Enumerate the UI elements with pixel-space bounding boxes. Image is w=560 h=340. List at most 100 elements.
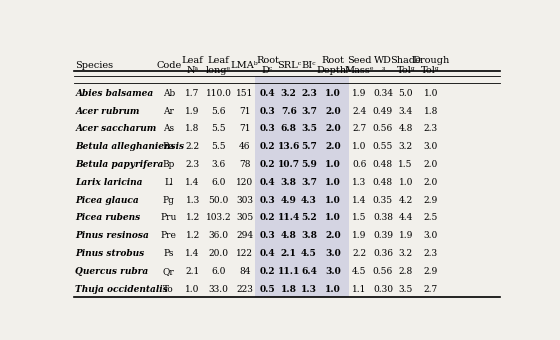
Text: 1.0: 1.0 [352, 142, 367, 151]
Text: 1.9: 1.9 [399, 231, 413, 240]
Text: 33.0: 33.0 [209, 285, 228, 294]
Text: 303: 303 [236, 196, 253, 205]
Text: As: As [163, 124, 174, 134]
Text: 13.6: 13.6 [278, 142, 300, 151]
Text: 3.4: 3.4 [399, 107, 413, 116]
Text: 7.6: 7.6 [281, 107, 297, 116]
Text: Root
Dᶜ: Root Dᶜ [256, 56, 279, 75]
Text: Picea rubens: Picea rubens [75, 214, 141, 222]
Text: 71: 71 [239, 124, 250, 134]
Text: Qr: Qr [163, 267, 175, 276]
Text: 1.0: 1.0 [185, 285, 200, 294]
Text: 2.2: 2.2 [352, 249, 367, 258]
Text: 4.5: 4.5 [301, 249, 317, 258]
Text: 2.0: 2.0 [423, 178, 438, 187]
Text: 0.2: 0.2 [260, 142, 276, 151]
Text: Abies balsamea: Abies balsamea [75, 89, 153, 98]
Text: Leaf
longᵉ: Leaf longᵉ [206, 56, 231, 75]
Text: 1.4: 1.4 [185, 178, 200, 187]
Text: 5.5: 5.5 [211, 142, 226, 151]
Text: 2.0: 2.0 [325, 124, 340, 134]
Text: 0.4: 0.4 [260, 249, 276, 258]
Text: 3.2: 3.2 [281, 89, 297, 98]
Text: 2.4: 2.4 [352, 107, 367, 116]
Bar [255, 76, 349, 298]
Text: Root
Depthᵈ: Root Depthᵈ [316, 56, 349, 75]
Text: 4.9: 4.9 [281, 196, 297, 205]
Text: 1.5: 1.5 [352, 214, 367, 222]
Text: 2.3: 2.3 [185, 160, 200, 169]
Text: 1.0: 1.0 [325, 178, 340, 187]
Text: 4.8: 4.8 [399, 124, 413, 134]
Text: 2.3: 2.3 [423, 249, 438, 258]
Text: Betula alleghaniensis: Betula alleghaniensis [75, 142, 184, 151]
Text: 2.5: 2.5 [423, 214, 438, 222]
Text: 10.7: 10.7 [278, 160, 300, 169]
Text: 78: 78 [239, 160, 250, 169]
Text: 0.49: 0.49 [373, 107, 393, 116]
Text: Ps: Ps [164, 249, 174, 258]
Text: 120: 120 [236, 178, 253, 187]
Text: 2.2: 2.2 [185, 142, 200, 151]
Text: Quercus rubra: Quercus rubra [75, 267, 148, 276]
Text: 5.6: 5.6 [211, 107, 226, 116]
Text: 0.6: 0.6 [352, 160, 367, 169]
Text: 0.56: 0.56 [373, 124, 393, 134]
Text: 0.3: 0.3 [260, 231, 276, 240]
Text: 1.2: 1.2 [185, 231, 200, 240]
Text: 1.3: 1.3 [301, 285, 317, 294]
Text: Ar: Ar [164, 107, 174, 116]
Text: 3.5: 3.5 [399, 285, 413, 294]
Text: 1.8: 1.8 [185, 124, 200, 134]
Text: 0.3: 0.3 [260, 196, 276, 205]
Text: 36.0: 36.0 [209, 231, 228, 240]
Text: 2.0: 2.0 [325, 107, 340, 116]
Text: 3.0: 3.0 [325, 249, 340, 258]
Text: 0.38: 0.38 [373, 214, 393, 222]
Text: 0.35: 0.35 [373, 196, 393, 205]
Text: 2.0: 2.0 [325, 231, 340, 240]
Text: 50.0: 50.0 [208, 196, 229, 205]
Text: Pru: Pru [161, 214, 177, 222]
Text: Betula papyrifera: Betula papyrifera [75, 160, 164, 169]
Text: 1.0: 1.0 [325, 285, 340, 294]
Text: 0.3: 0.3 [260, 107, 276, 116]
Text: 0.2: 0.2 [260, 160, 276, 169]
Text: 1.1: 1.1 [352, 285, 367, 294]
Text: 305: 305 [236, 214, 253, 222]
Text: Larix laricina: Larix laricina [75, 178, 143, 187]
Text: 20.0: 20.0 [209, 249, 228, 258]
Text: 5.5: 5.5 [211, 124, 226, 134]
Text: 0.56: 0.56 [373, 267, 393, 276]
Text: Picea glauca: Picea glauca [75, 196, 139, 205]
Text: 11.4: 11.4 [278, 214, 300, 222]
Text: 151: 151 [236, 89, 253, 98]
Text: 1.0: 1.0 [399, 178, 413, 187]
Text: 1.9: 1.9 [352, 89, 367, 98]
Text: 0.34: 0.34 [373, 89, 393, 98]
Text: 1.0: 1.0 [325, 89, 340, 98]
Text: 1.0: 1.0 [325, 196, 340, 205]
Text: Ll: Ll [165, 178, 173, 187]
Text: 2.0: 2.0 [325, 142, 340, 151]
Text: 0.4: 0.4 [260, 89, 276, 98]
Text: 6.4: 6.4 [301, 267, 317, 276]
Text: 5.0: 5.0 [399, 89, 413, 98]
Text: Ab: Ab [162, 89, 175, 98]
Text: 0.5: 0.5 [260, 285, 276, 294]
Text: Seed
Massᵉ: Seed Massᵉ [344, 56, 374, 75]
Text: Code: Code [156, 61, 181, 70]
Text: 2.1: 2.1 [281, 249, 297, 258]
Text: Drough
Tolᵍ: Drough Tolᵍ [412, 56, 449, 75]
Text: Ba: Ba [163, 142, 175, 151]
Text: 4.3: 4.3 [301, 196, 317, 205]
Text: 0.39: 0.39 [373, 231, 393, 240]
Text: Pinus resinosa: Pinus resinosa [75, 231, 149, 240]
Text: 1.9: 1.9 [185, 107, 200, 116]
Text: 1.3: 1.3 [185, 196, 200, 205]
Text: 3.2: 3.2 [399, 249, 413, 258]
Text: 6.8: 6.8 [281, 124, 297, 134]
Text: Pg: Pg [163, 196, 175, 205]
Text: 1.0: 1.0 [325, 160, 340, 169]
Text: 1.7: 1.7 [185, 89, 200, 98]
